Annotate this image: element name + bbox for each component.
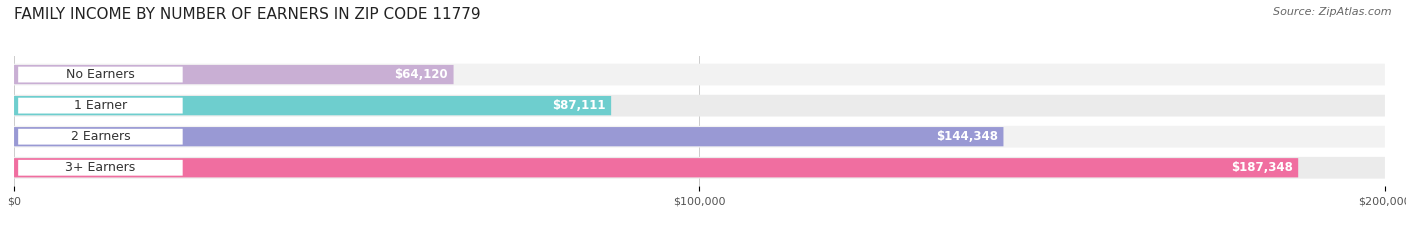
Text: $64,120: $64,120 <box>395 68 449 81</box>
FancyBboxPatch shape <box>14 157 1385 179</box>
Text: Source: ZipAtlas.com: Source: ZipAtlas.com <box>1274 7 1392 17</box>
FancyBboxPatch shape <box>18 67 183 82</box>
FancyBboxPatch shape <box>14 96 612 115</box>
Text: 2 Earners: 2 Earners <box>70 130 131 143</box>
Text: $87,111: $87,111 <box>553 99 606 112</box>
Text: 1 Earner: 1 Earner <box>75 99 127 112</box>
FancyBboxPatch shape <box>14 95 1385 116</box>
FancyBboxPatch shape <box>14 126 1385 147</box>
FancyBboxPatch shape <box>18 98 183 113</box>
Text: $187,348: $187,348 <box>1230 161 1292 174</box>
FancyBboxPatch shape <box>18 129 183 145</box>
FancyBboxPatch shape <box>14 65 454 84</box>
FancyBboxPatch shape <box>14 127 1004 146</box>
FancyBboxPatch shape <box>18 160 183 176</box>
Text: 3+ Earners: 3+ Earners <box>65 161 135 174</box>
Text: No Earners: No Earners <box>66 68 135 81</box>
Text: $144,348: $144,348 <box>936 130 998 143</box>
FancyBboxPatch shape <box>14 64 1385 86</box>
FancyBboxPatch shape <box>14 158 1298 177</box>
Text: FAMILY INCOME BY NUMBER OF EARNERS IN ZIP CODE 11779: FAMILY INCOME BY NUMBER OF EARNERS IN ZI… <box>14 7 481 22</box>
